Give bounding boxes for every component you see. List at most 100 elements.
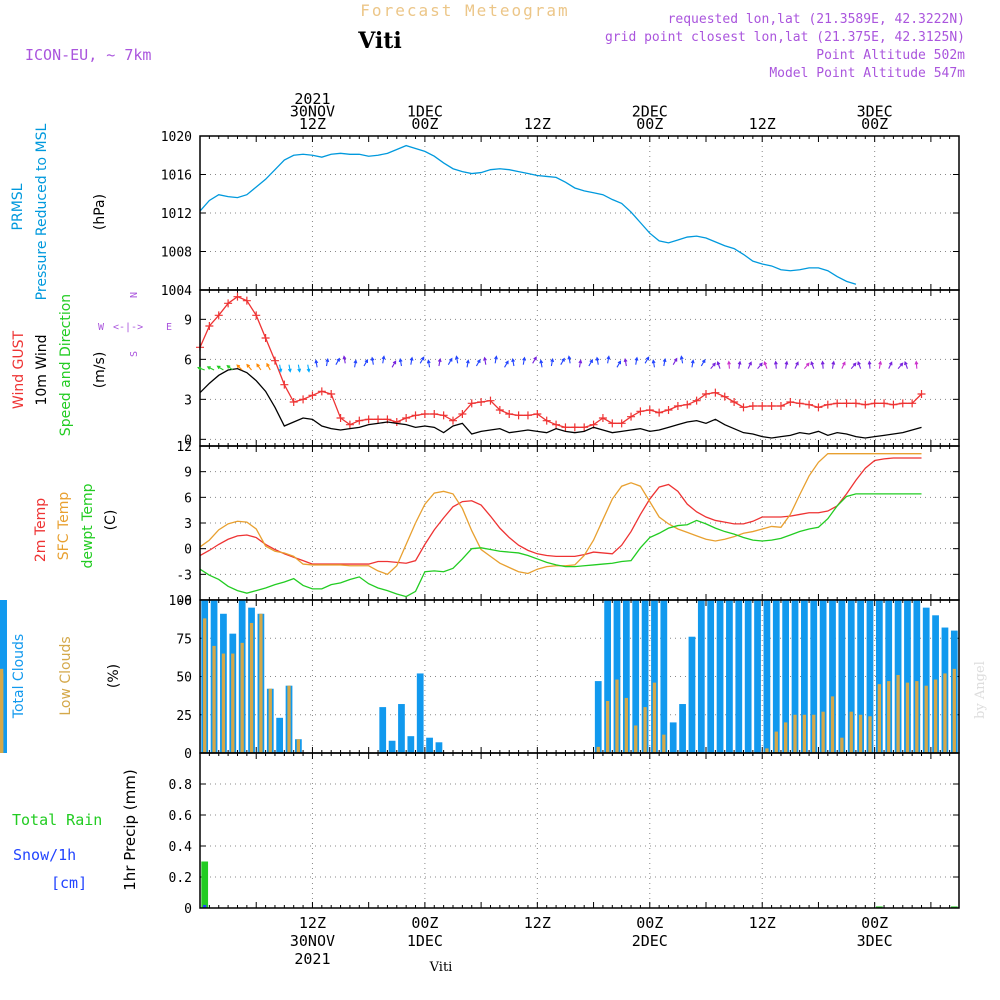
bar-3-b [915,681,919,753]
bar-3-b [887,681,891,753]
y-tick-label: -6 [176,594,192,609]
bar-3-b [624,697,628,753]
gust-point [655,408,664,417]
wind-direction-arrow [623,357,628,367]
bar-3-a [754,600,761,753]
gust-point [402,414,411,422]
wind-direction-arrow [747,361,752,369]
bar-3-a [763,600,771,753]
bottom-time-label: 00Z [411,914,438,932]
bar-3-a [697,600,705,753]
panel-frame [199,289,960,447]
wind-direction-arrow [644,356,650,364]
bar-3-a [594,681,602,753]
wind-direction-arrow [236,364,243,371]
bottom-time-label: 1DEC [407,932,443,950]
wind-direction-arrow [679,355,684,364]
station-name: Viti [357,28,402,54]
gust-point [270,356,279,365]
wind-direction-arrow [784,360,789,369]
y-tick-label: 1016 [161,169,192,184]
bar-3-b [802,714,807,753]
bar-3-a [782,600,790,753]
gust-point [355,416,364,425]
ylabel-speed-dir: Speed and Direction [58,294,74,436]
top-time-label: 12Z [749,115,776,133]
top-time-label: 2021 [294,90,330,108]
wind-direction-arrow [370,356,375,365]
bar-3-b [943,673,947,753]
top-time-label: 12Z [524,115,551,133]
gust-point [449,416,457,425]
gridpoint-coords: grid point closest lon,lat (21.375E, 42.… [605,30,965,45]
credit-watermark: by Angel [973,661,988,719]
wind-direction-arrow [888,361,893,369]
wind-direction-arrow [197,366,205,371]
bar-3-b [596,746,600,753]
wind-direction-arrow [426,359,431,368]
gust-point [730,398,739,406]
bar-3-a [791,600,799,753]
gust-point [252,311,261,320]
ylabel-dewpt: dewpt Temp [80,483,96,568]
model-altitude: Model Point Altitude 547m [769,66,965,81]
wind-direction-arrow [716,361,721,369]
series-line-2-2 [199,493,922,598]
gust-point [299,395,308,404]
bar-3-b [615,679,619,753]
bottom-time-label: 12Z [749,914,776,932]
ylabel-2m-temp: 2m Temp [33,498,49,562]
bar-3-a [866,600,874,753]
wind-direction-arrow [314,359,319,368]
ylabel-ms: (m/s) [92,352,108,389]
series-line-1-1 [199,367,922,439]
top-time-label: 00Z [411,115,438,133]
gust-point [580,423,589,432]
bar-3-a [810,600,818,753]
bar-3-a [744,600,752,753]
bar-3-a [660,600,668,753]
y-tick-label: 1008 [161,246,192,261]
wind-direction-arrow [353,359,358,368]
bar-3-b [858,714,863,753]
wind-direction-arrow [850,362,857,370]
gust-point [411,411,420,420]
wind-direction-arrow [287,364,292,373]
ylabel-hpa: (hPa) [92,194,108,230]
wind-direction-arrow [297,364,302,373]
gust-point [702,390,710,398]
gust-point [374,415,383,424]
wind-direction-arrow [757,362,763,370]
gust-point [205,322,214,330]
wind-direction-arrow [363,358,369,367]
gust-point [233,292,242,301]
gust-point [823,400,832,409]
wind-direction-arrow [634,356,639,365]
gust-point [842,399,851,408]
wind-direction-arrow [391,360,397,368]
wind-direction-arrow [504,360,509,368]
y-tick-label: 75 [176,632,192,647]
ylabel-c: (C) [103,510,119,531]
model-label: ICON-EU, ~ 7km [25,46,151,64]
wind-direction-arrow [454,355,459,364]
wind-direction-arrow [810,361,815,369]
label-total-rain: Total Rain [12,811,102,829]
bar-3-b [896,674,900,753]
bar-3-b [924,685,928,753]
series-line-0-0 [199,144,857,285]
bar-3-b [652,682,657,753]
wind-direction-arrow [595,356,600,365]
bottom-time-label: 30NOV [290,932,335,950]
y-tick-label: 0.4 [169,840,193,855]
wind-direction-arrow [803,362,810,370]
wind-direction-arrow [763,361,768,369]
bar-3-b [849,711,853,753]
gust-point [870,399,879,408]
bar-4-a [950,906,958,908]
bar-3-a [407,736,415,753]
gust-point [758,402,767,410]
bar-3-a [857,600,864,753]
bar-3-b [240,642,244,753]
